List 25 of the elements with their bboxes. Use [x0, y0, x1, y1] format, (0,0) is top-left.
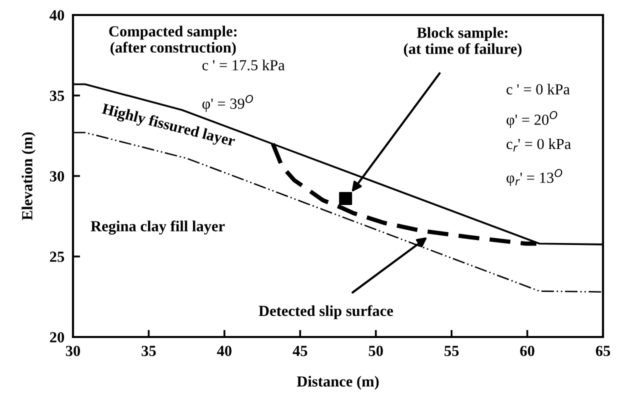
x-tick-label: 60	[520, 346, 534, 356]
y-tick-label: 20	[50, 332, 64, 342]
x-tick-label: 45	[292, 346, 308, 356]
annotation: φ$_{r}$' = 13$^{O}$	[506, 168, 562, 186]
annotation: c$_{r}$' = 0 kPa	[506, 138, 571, 152]
x-tick-label: 65	[596, 346, 610, 356]
x-axis-title: Distance (m)	[296, 376, 379, 390]
annotation: c ' = 17.5 kPa	[202, 60, 285, 70]
x-tick-label: 35	[142, 346, 156, 356]
y-tick-label: 35	[50, 90, 64, 101]
annotation: Detected slip surface	[258, 305, 394, 320]
annotation: Compacted sample: (after construction)	[109, 26, 237, 56]
y-tick-label: 30	[50, 171, 64, 182]
x-tick-label: 40	[217, 346, 232, 356]
y-axis-title: Elevation (m)	[22, 132, 36, 220]
x-tick-label: 50	[368, 346, 383, 356]
annotation: Regina clay fill layer	[90, 220, 225, 235]
annotation: φ' = 39$^{O}$	[202, 94, 254, 112]
y-tick-label: 25	[50, 252, 64, 262]
annotation: Block sample: (at time of failure)	[404, 27, 522, 58]
x-tick-label: 55	[444, 346, 459, 356]
x-tick-label: 30	[66, 346, 80, 356]
annotation: c ' = 0 kPa	[506, 84, 570, 94]
annotation: φ' = 20$^{O}$	[506, 111, 558, 128]
y-tick-label: 40	[50, 10, 64, 20]
